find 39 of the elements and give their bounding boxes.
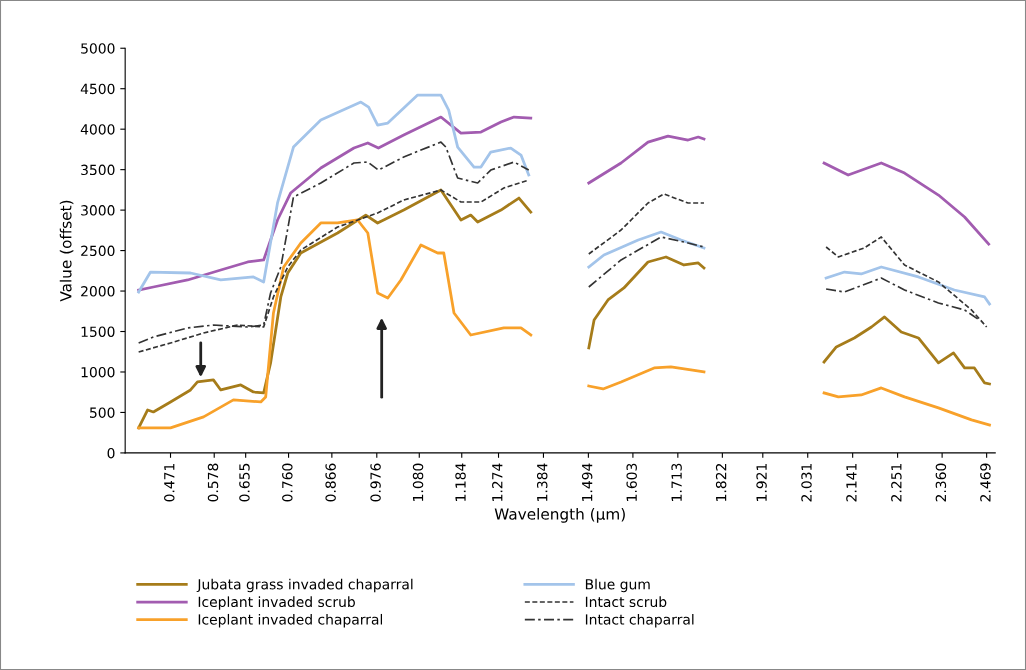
y-tick-label: 4500: [80, 83, 115, 95]
legend-label: Jubata grass invaded chaparral: [196, 578, 413, 593]
legend-label: Intact chaparral: [585, 613, 694, 628]
x-tick-label: 2.251: [891, 463, 902, 502]
legend-label: Iceplant invaded chaparral: [198, 613, 383, 628]
x-tick-label: 2.031: [801, 463, 812, 502]
y-tick-label: 3000: [81, 205, 115, 216]
y-tick-label: 4000: [80, 124, 115, 135]
legend-label: Blue gum: [585, 578, 650, 593]
x-tick-label: 1.921: [756, 463, 767, 501]
x-tick-label: 2.360: [935, 463, 947, 502]
x-tick-label: 2.141: [846, 463, 857, 502]
y-tick-label: 2500: [81, 245, 115, 257]
x-tick-label: 1.494: [581, 463, 593, 501]
legend-label: Intact scrub: [585, 596, 667, 608]
y-tick-label: 500: [90, 407, 115, 418]
x-tick-label: 0.655: [239, 463, 250, 502]
y-tick-label: 5000: [81, 43, 115, 54]
x-tick-label: 1.822: [715, 464, 727, 501]
x-tick-label: 0.976: [370, 463, 381, 502]
x-tick-label: 0.866: [325, 463, 336, 502]
x-tick-label: 1.274: [492, 463, 503, 501]
legend-label: Iceplant invaded scrub: [198, 596, 355, 610]
x-tick-label: 1.184: [455, 463, 466, 501]
y-tick-label: 1500: [81, 326, 115, 337]
x-tick-label: 1.603: [626, 463, 637, 501]
y-tick-label: 0: [107, 447, 115, 459]
y-tick-label: 3500: [81, 164, 115, 176]
x-tick-label: 1.713: [671, 463, 682, 501]
x-tick-label: 1.384: [536, 463, 548, 501]
x-axis-title: Wavelength (µm): [494, 507, 625, 523]
x-tick-label: 0.760: [282, 463, 293, 502]
x-tick-label: 1.080: [412, 463, 424, 501]
x-tick-label: 0.578: [207, 463, 219, 502]
y-tick-label: 2000: [81, 286, 115, 297]
y-axis-title: Value (offset): [59, 200, 74, 302]
y-tick-label: 1000: [81, 366, 115, 378]
x-tick-label: 0.471: [164, 463, 175, 502]
x-tick-label: 2.469: [980, 463, 991, 502]
